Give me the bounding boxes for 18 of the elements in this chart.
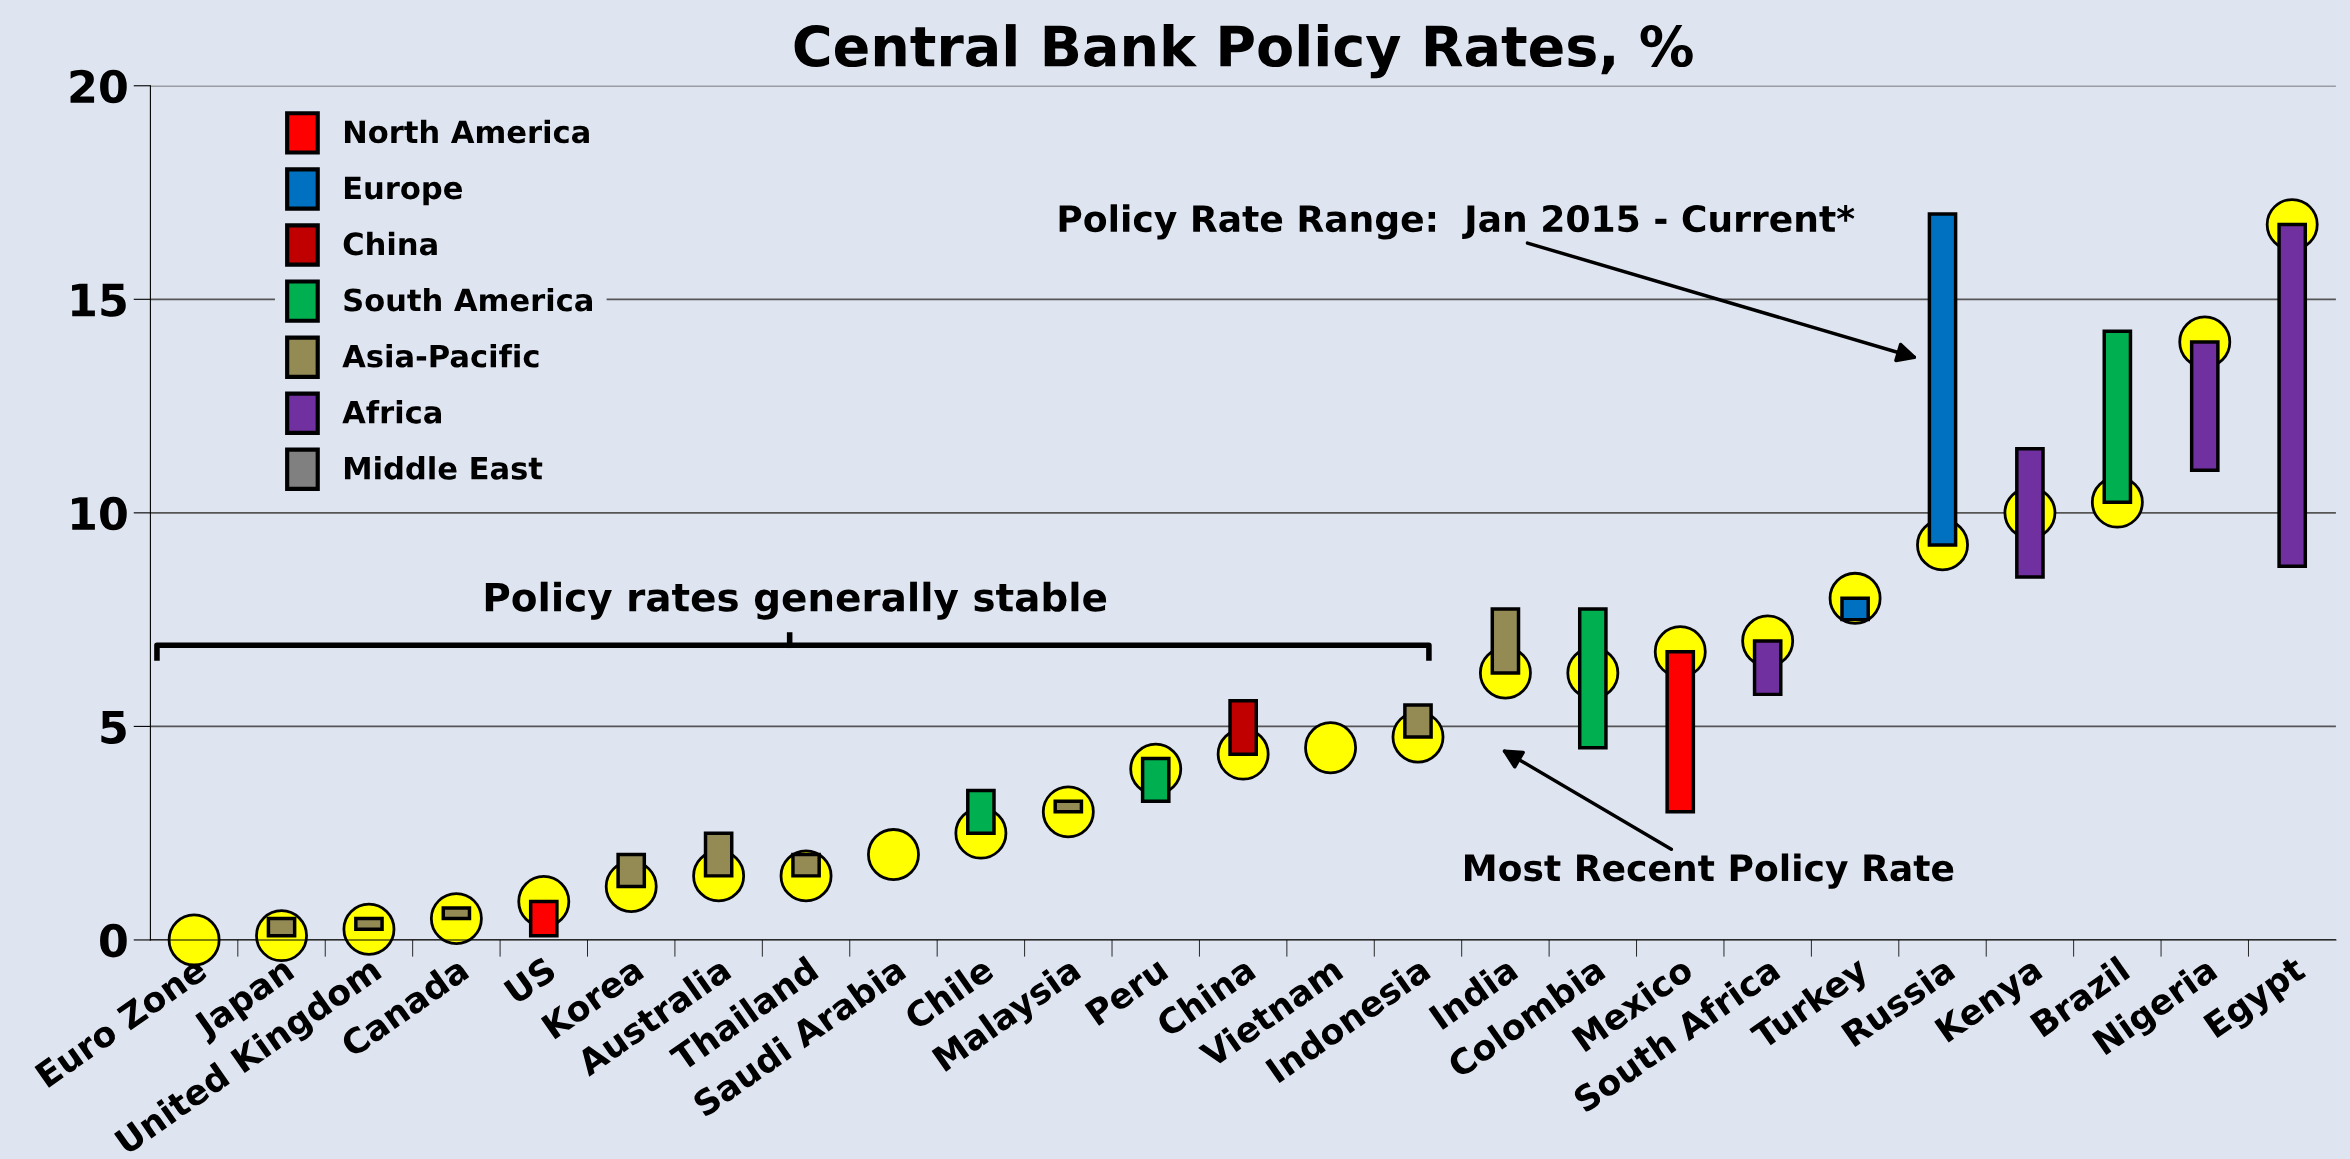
annotation: Policy rates generally stable xyxy=(485,581,1107,620)
chart-title: Central Bank Policy Rates, % xyxy=(794,24,1693,79)
legend-label: Africa xyxy=(342,400,441,424)
y-tick-label: 0 xyxy=(100,923,127,958)
y-tick-label: 20 xyxy=(70,69,127,104)
y-tick-label: 10 xyxy=(72,496,127,531)
y-tick-label: 15 xyxy=(72,283,126,317)
legend-label: North America xyxy=(344,119,589,144)
annotation: Policy Rate Range: Jan 2015 - Current* xyxy=(1059,204,1855,240)
legend-label: Middle East xyxy=(344,456,543,480)
legend-label: Asia-Pacific xyxy=(342,343,539,368)
annotation: Most Recent Policy Rate xyxy=(1465,853,1954,889)
legend-label: South America xyxy=(344,287,593,312)
y-tick-label: 5 xyxy=(101,710,126,744)
legend-label: Europe xyxy=(344,176,462,206)
legend-label: China xyxy=(343,231,437,256)
point xyxy=(1304,721,1357,775)
point xyxy=(867,828,920,881)
